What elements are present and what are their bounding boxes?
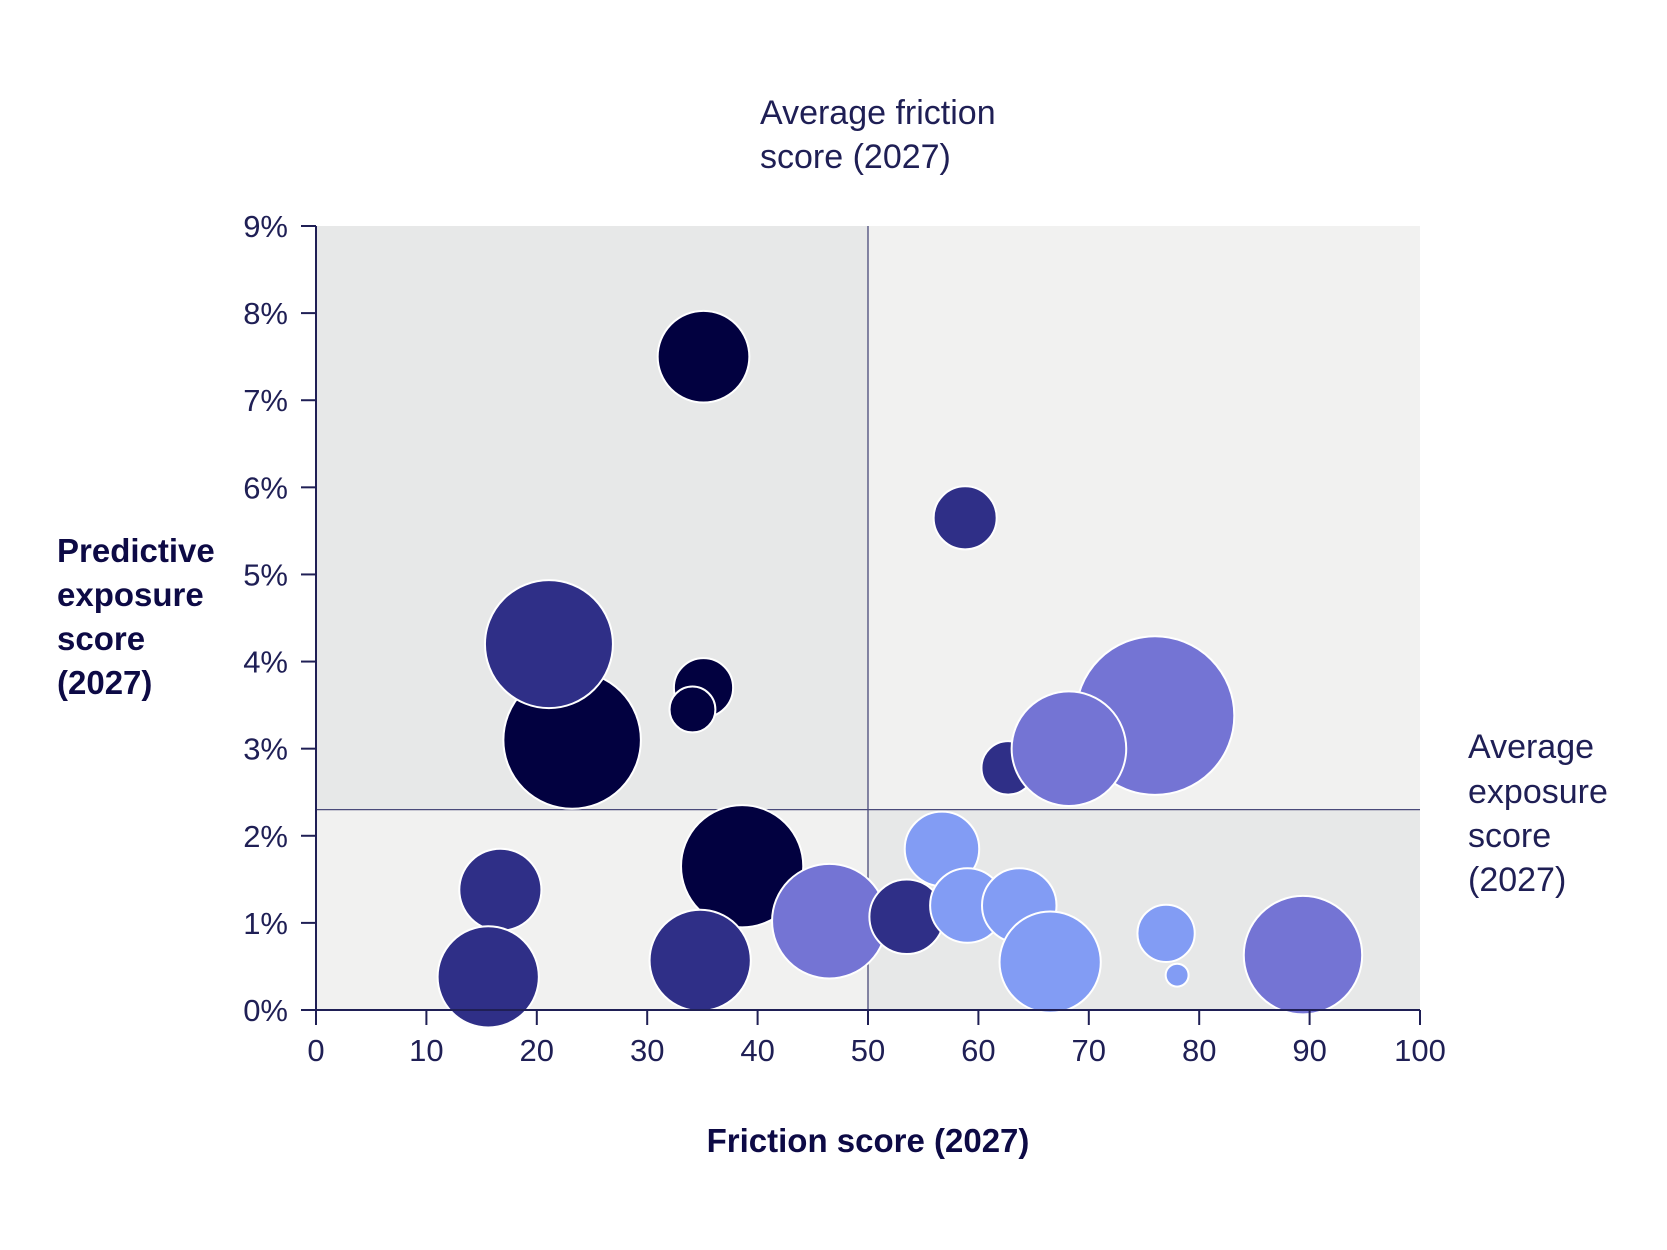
bubble-7 [458,847,543,932]
x-tick-label-1: 10 [409,1033,443,1068]
x-tick-label-8: 80 [1182,1033,1216,1068]
average-exposure-line-1: Average [1468,728,1594,766]
x-tick-label-6: 60 [961,1033,995,1068]
x-tick-label-4: 40 [740,1033,774,1068]
quadrant-backgrounds [316,226,1420,1010]
y-axis-title-line-2: exposure [57,576,204,613]
y-tick-label-5: 5% [243,557,288,592]
bubble-21 [1164,962,1190,988]
bubble-20 [1136,903,1196,963]
bubble-14 [1010,690,1128,807]
bubble-6 [680,804,805,929]
y-tick-label-2: 2% [243,819,288,854]
y-axis-title-line-1: Predictive [57,532,215,569]
x-axis-title: Friction score (2027) [707,1122,1030,1159]
x-tick-label-10: 100 [1394,1033,1446,1068]
average-exposure-annotation: Average exposure score (2027) [1468,728,1617,899]
average-friction-annotation: Average friction score (2027) [760,94,1005,176]
y-tick-label-6: 6% [243,470,288,505]
bubble-22 [1242,894,1364,1016]
y-tick-label-1: 1% [243,906,288,941]
x-tick-label-7: 70 [1072,1033,1106,1068]
y-axis-title-line-4: (2027) [57,664,152,701]
average-friction-line-2: score (2027) [760,138,951,176]
bubble-19 [998,910,1102,1014]
bubble-series [436,309,1364,1029]
average-exposure-line-2: exposure [1468,773,1608,811]
average-exposure-line-3: score [1468,817,1551,855]
y-tick-label-0: 0% [243,993,288,1028]
average-exposure-line-4: (2027) [1468,861,1566,899]
bubble-8 [436,925,540,1029]
x-tick-label-2: 20 [520,1033,554,1068]
x-tick-label-9: 90 [1292,1033,1326,1068]
y-axis-title: Predictive exposure score (2027) [57,532,224,701]
y-tick-label-7: 7% [243,383,288,418]
bubble-3 [656,309,751,404]
x-tick-label-5: 50 [851,1033,885,1068]
y-tick-label-3: 3% [243,732,288,767]
bubble-2 [483,579,614,710]
x-tick-label-3: 30 [630,1033,664,1068]
y-axis-title-line-3: score [57,620,145,657]
y-tick-label-8: 8% [243,296,288,331]
bubble-5 [668,685,717,734]
y-tick-label-4: 4% [243,645,288,680]
bubble-9 [648,908,752,1012]
axes: 0% 1% 2% 3% 4% 5% 6% 7% 8% 9% 0 10 20 30 40 50 60 70 80 90 1… [243,209,1446,1068]
average-friction-line-1: Average friction [760,94,996,132]
bubble-11 [932,485,998,551]
y-tick-label-9: 9% [243,209,288,244]
x-tick-label-0: 0 [307,1033,324,1068]
